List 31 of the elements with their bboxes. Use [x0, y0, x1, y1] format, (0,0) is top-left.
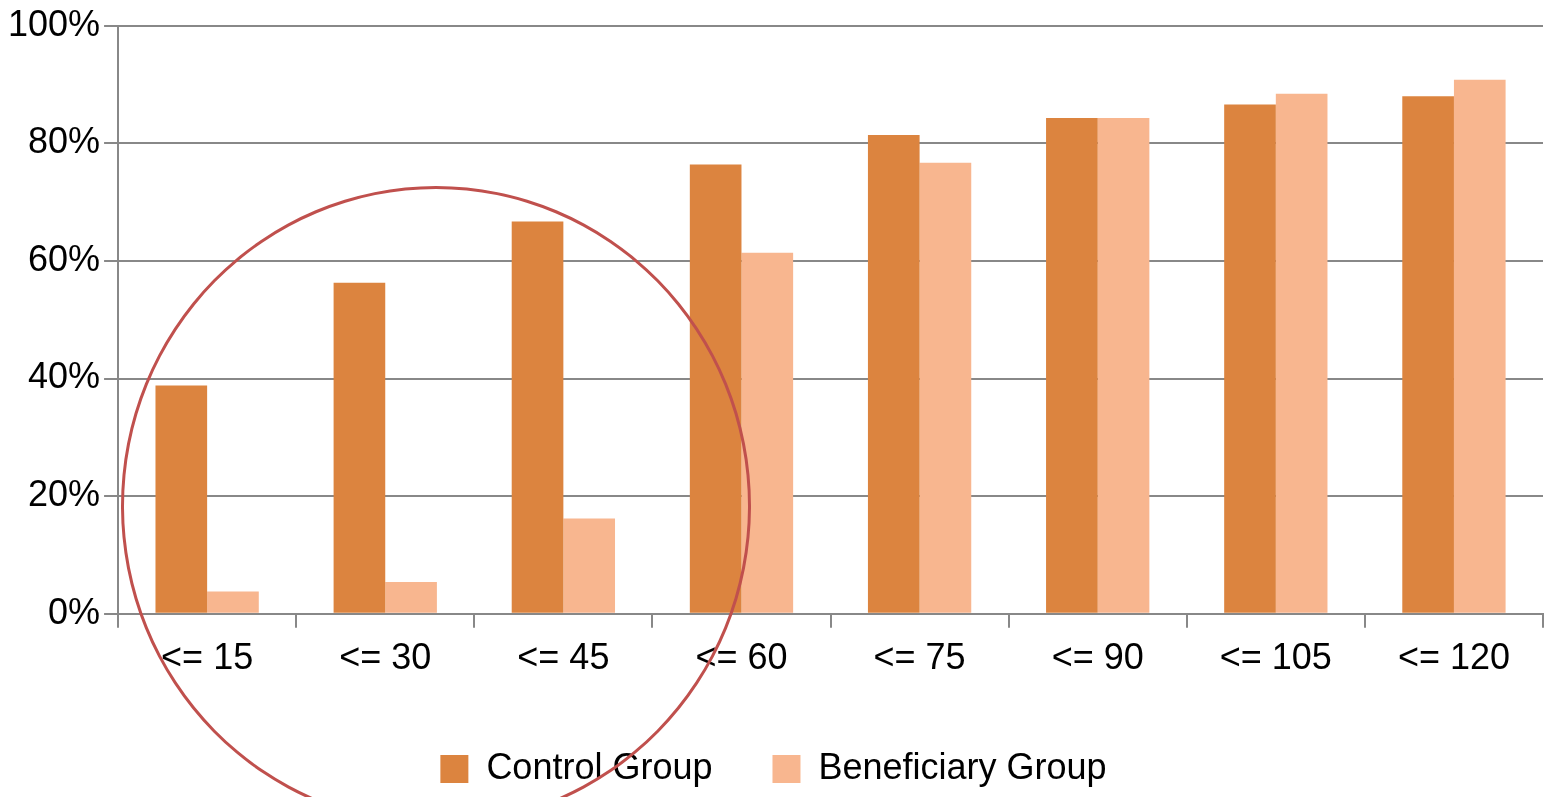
bar: [1275, 93, 1328, 613]
bar: [919, 162, 972, 613]
bar: [1046, 117, 1098, 613]
bar: [511, 221, 564, 613]
y-tick-label: 80%: [28, 120, 101, 162]
x-tick-label: <= 30: [339, 636, 432, 678]
x-tick-label: <= 105: [1219, 636, 1332, 678]
bar: [333, 282, 386, 613]
bar: [563, 518, 616, 613]
bar: [1224, 104, 1276, 613]
x-tick-label: <= 15: [161, 636, 254, 678]
bar: [1402, 96, 1454, 613]
y-tick-label: 60%: [28, 237, 101, 279]
bar: [689, 164, 742, 613]
bar: [1453, 79, 1506, 613]
bar: [385, 582, 437, 613]
bar: [1097, 117, 1150, 613]
legend-label: Beneficiary Group: [818, 745, 1107, 787]
bar: [155, 385, 208, 613]
x-tick-label: <= 120: [1397, 636, 1510, 678]
bar: [867, 135, 920, 613]
y-tick-label: 100%: [8, 2, 101, 44]
y-tick-label: 0%: [48, 590, 101, 632]
x-tick-label: <= 75: [873, 636, 966, 678]
bar: [741, 252, 794, 613]
y-tick-label: 40%: [28, 355, 101, 397]
legend-label: Control Group: [486, 745, 713, 787]
y-tick-label: 20%: [28, 473, 101, 515]
x-tick-label: <= 90: [1051, 636, 1144, 678]
bar: [207, 591, 259, 613]
x-tick-label: <= 45: [517, 636, 610, 678]
